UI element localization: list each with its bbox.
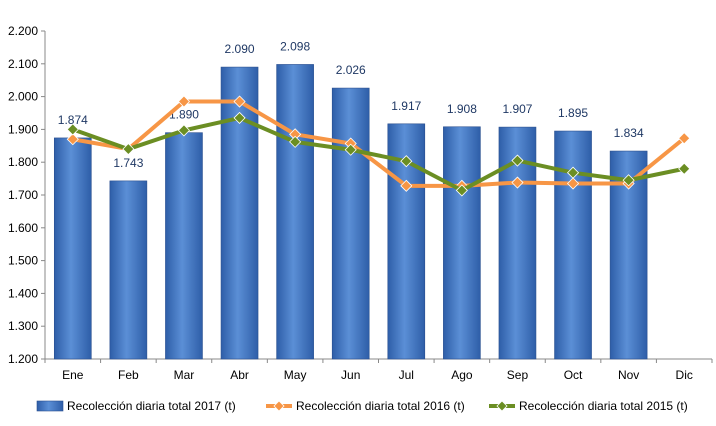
series-line <box>72 115 685 193</box>
bar <box>276 64 314 360</box>
series-marker <box>122 143 135 156</box>
bar <box>109 180 148 360</box>
x-tick-label: May <box>284 368 307 382</box>
bar-data-label: 1.908 <box>447 102 477 116</box>
series-marker <box>511 176 524 189</box>
series-marker <box>177 124 191 137</box>
series-marker <box>455 184 468 197</box>
x-axis: Ene Feb Mar Abr May Jun Jul Ago Sep Oct Nov Dic <box>44 358 713 382</box>
legend-label: Recolección diaria total 2017 (t) <box>67 399 236 413</box>
series-marker <box>678 162 691 175</box>
bar <box>165 132 203 360</box>
bar-data-label: 1.834 <box>614 126 644 140</box>
bar-data-label: 1.890 <box>169 108 199 122</box>
series-marker <box>177 95 191 108</box>
y-tick-label: 1.500 <box>8 254 38 268</box>
lines <box>66 95 691 197</box>
y-tick-label: 1.600 <box>8 221 38 235</box>
series-marker <box>678 132 691 145</box>
y-tick-label: 2.200 <box>8 24 38 38</box>
series-marker <box>289 135 302 148</box>
series-marker <box>622 174 635 187</box>
series-marker <box>400 155 413 168</box>
x-tick-label: Jun <box>341 368 360 382</box>
x-tick-label: Feb <box>118 368 139 382</box>
x-tick-label: Oct <box>564 368 583 382</box>
bar-data-label: 2.090 <box>225 42 255 56</box>
bar-data-label: 1.895 <box>558 106 588 120</box>
legend-marker <box>273 400 285 412</box>
bar-data-label: 2.026 <box>336 63 366 77</box>
series-marker <box>344 143 357 156</box>
bars <box>53 64 648 360</box>
x-tick-label: Ago <box>451 368 473 382</box>
legend-swatch <box>36 400 64 412</box>
y-tick-label: 1.400 <box>8 286 38 300</box>
x-tick-label: Dic <box>676 368 693 382</box>
legend-marker <box>496 400 508 412</box>
x-tick-label: Ene <box>62 368 84 382</box>
legend-label: Recolección diaria total 2016 (t) <box>296 399 465 413</box>
x-tick-label: Mar <box>174 368 195 382</box>
series-marker <box>511 154 524 167</box>
series-marker <box>400 179 413 192</box>
series-marker <box>566 177 580 190</box>
y-tick-label: 1.200 <box>8 352 38 366</box>
x-tick-label: Nov <box>618 368 639 382</box>
x-tick-label: Abr <box>230 368 249 382</box>
bar <box>554 130 592 360</box>
bar <box>53 137 92 360</box>
x-tick-label: Jul <box>399 368 414 382</box>
bar-labels: 1.874 1.743 1.890 2.090 2.098 2.026 1.917 1.908… <box>58 39 644 169</box>
bar <box>443 126 481 360</box>
y-tick-label: 1.700 <box>8 188 38 202</box>
legend: Recolección diaria total 2017 (t) Recolec… <box>36 399 688 413</box>
bar-data-label: 1.917 <box>391 99 421 113</box>
x-tick-label: Sep <box>507 368 529 382</box>
legend-label: Recolección diaria total 2015 (t) <box>519 399 688 413</box>
y-tick-label: 2.000 <box>8 90 38 104</box>
bar-data-label: 1.907 <box>502 102 532 116</box>
series-marker <box>66 133 79 146</box>
bar-data-label: 1.874 <box>58 113 88 127</box>
series-marker <box>233 95 246 108</box>
series-marker <box>233 111 246 124</box>
bar <box>331 87 370 360</box>
series-marker <box>66 123 79 136</box>
bar-data-label: 1.743 <box>113 156 143 170</box>
y-tick-label: 2.100 <box>8 57 38 71</box>
y-tick-label: 1.900 <box>8 122 38 136</box>
y-tick-label: 1.800 <box>8 155 38 169</box>
series-marker <box>566 166 580 179</box>
series-line <box>72 99 686 188</box>
y-axis: 1.200 1.300 1.400 1.500 1.600 1.700 1.800 1.900… <box>8 24 46 366</box>
y-tick-label: 1.300 <box>8 319 38 333</box>
bar-data-label: 2.098 <box>280 39 310 53</box>
